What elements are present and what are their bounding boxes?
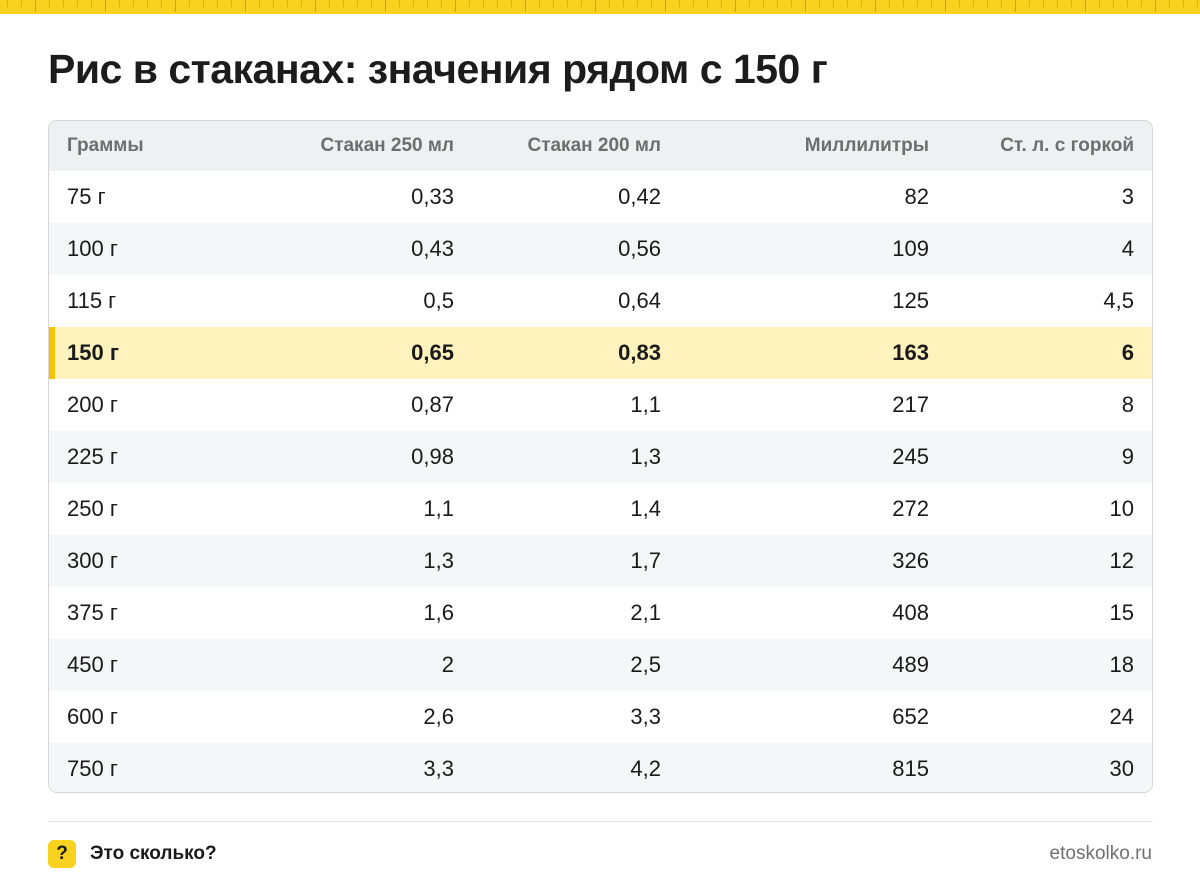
table-row: 225 г 0,98 1,3 245 9 [49, 431, 1152, 483]
cell-grams: 300 г [67, 548, 118, 573]
cell-milliliters: 408 [892, 600, 929, 625]
table-row: 375 г 1,6 2,1 408 15 [49, 587, 1152, 639]
cell-milliliters: 125 [892, 288, 929, 313]
cell-grams: 75 г [67, 184, 106, 209]
cell-cup-200: 0,64 [618, 288, 661, 313]
cell-cup-250: 0,65 [411, 340, 454, 365]
cell-cup-250: 1,6 [423, 600, 454, 625]
cell-grams: 250 г [67, 496, 118, 521]
cell-tablespoons: 18 [1109, 652, 1134, 677]
cell-cup-250: 0,5 [423, 288, 454, 313]
cell-milliliters: 109 [892, 236, 929, 261]
brand-name: Это сколько? [90, 843, 217, 864]
cell-cup-250: 0,33 [411, 184, 454, 209]
cell-grams: 150 г [67, 340, 119, 365]
cell-cup-250: 0,98 [411, 444, 454, 469]
table-row: 200 г 0,87 1,1 217 8 [49, 379, 1152, 431]
table-row: 250 г 1,1 1,4 272 10 [49, 483, 1152, 535]
cell-milliliters: 326 [892, 548, 929, 573]
cell-grams: 600 г [67, 704, 118, 729]
cell-grams: 375 г [67, 600, 118, 625]
cell-tablespoons: 30 [1109, 756, 1134, 781]
table-row: 300 г 1,3 1,7 326 12 [49, 535, 1152, 587]
header-tablespoons: Ст. л. с горкой [1000, 135, 1134, 156]
cell-cup-200: 0,56 [618, 236, 661, 261]
cell-cup-200: 2,5 [630, 652, 661, 677]
cell-tablespoons: 4 [1121, 236, 1134, 261]
cell-tablespoons: 10 [1109, 496, 1134, 521]
cell-cup-200: 0,83 [618, 340, 661, 365]
cell-grams: 750 г [67, 756, 118, 781]
cell-cup-250: 0,87 [411, 392, 454, 417]
cell-tablespoons: 6 [1121, 340, 1134, 365]
cell-cup-250: 1,3 [423, 548, 454, 573]
header-grams: Граммы [67, 135, 144, 156]
cell-cup-200: 0,42 [618, 184, 661, 209]
brand: ? Это сколько? [48, 840, 217, 868]
table-row: 750 г 3,3 4,2 815 30 [49, 743, 1152, 792]
table-row: 115 г 0,5 0,64 125 4,5 [49, 275, 1152, 327]
site-url: etoskolko.ru [1049, 843, 1152, 864]
cell-grams: 115 г [67, 288, 117, 313]
table-header-row: Граммы Стакан 250 мл Стакан 200 мл Милли… [49, 121, 1152, 171]
table-row: 450 г 2 2,5 489 18 [49, 639, 1152, 691]
cell-grams: 225 г [67, 444, 118, 469]
footer-divider [48, 821, 1153, 822]
cell-milliliters: 82 [904, 184, 929, 209]
cell-cup-250: 3,3 [423, 756, 454, 781]
cell-cup-200: 4,2 [630, 756, 661, 781]
cell-cup-200: 3,3 [630, 704, 661, 729]
cell-milliliters: 217 [892, 392, 929, 417]
cell-tablespoons: 15 [1109, 600, 1134, 625]
cell-tablespoons: 3 [1121, 184, 1134, 209]
table-row-highlighted: 150 г 0,65 0,83 163 6 [49, 327, 1152, 379]
cell-grams: 200 г [67, 392, 118, 417]
cell-cup-250: 0,43 [411, 236, 454, 261]
cell-milliliters: 815 [892, 756, 929, 781]
page-title: Рис в стаканах: значения рядом с 150 г [48, 46, 828, 92]
cell-cup-250: 2 [441, 652, 454, 677]
cell-cup-200: 2,1 [630, 600, 661, 625]
table-row: 600 г 2,6 3,3 652 24 [49, 691, 1152, 743]
ruler-strip [0, 0, 1200, 14]
table-row: 75 г 0,33 0,42 82 3 [49, 171, 1152, 223]
cell-cup-200: 1,1 [630, 392, 661, 417]
cell-milliliters: 489 [892, 652, 929, 677]
cell-tablespoons: 12 [1109, 548, 1134, 573]
cell-milliliters: 245 [892, 444, 929, 469]
cell-tablespoons: 8 [1121, 392, 1134, 417]
header-milliliters: Миллилитры [804, 135, 929, 156]
question-mark-icon: ? [48, 840, 76, 868]
cell-milliliters: 163 [892, 340, 929, 365]
cell-milliliters: 272 [892, 496, 929, 521]
cell-cup-200: 1,3 [630, 444, 661, 469]
cell-cup-250: 2,6 [423, 704, 454, 729]
table-row: 100 г 0,43 0,56 109 4 [49, 223, 1152, 275]
conversion-table: Граммы Стакан 250 мл Стакан 200 мл Милли… [48, 120, 1153, 793]
header-cup-250: Стакан 250 мл [320, 135, 454, 156]
cell-cup-250: 1,1 [423, 496, 454, 521]
cell-cup-200: 1,4 [630, 496, 661, 521]
cell-tablespoons: 4,5 [1103, 288, 1134, 313]
cell-milliliters: 652 [892, 704, 929, 729]
cell-cup-200: 1,7 [630, 548, 661, 573]
header-cup-200: Стакан 200 мл [527, 135, 661, 156]
cell-tablespoons: 24 [1109, 704, 1134, 729]
cell-tablespoons: 9 [1121, 444, 1134, 469]
cell-grams: 100 г [67, 236, 118, 261]
cell-grams: 450 г [67, 652, 118, 677]
